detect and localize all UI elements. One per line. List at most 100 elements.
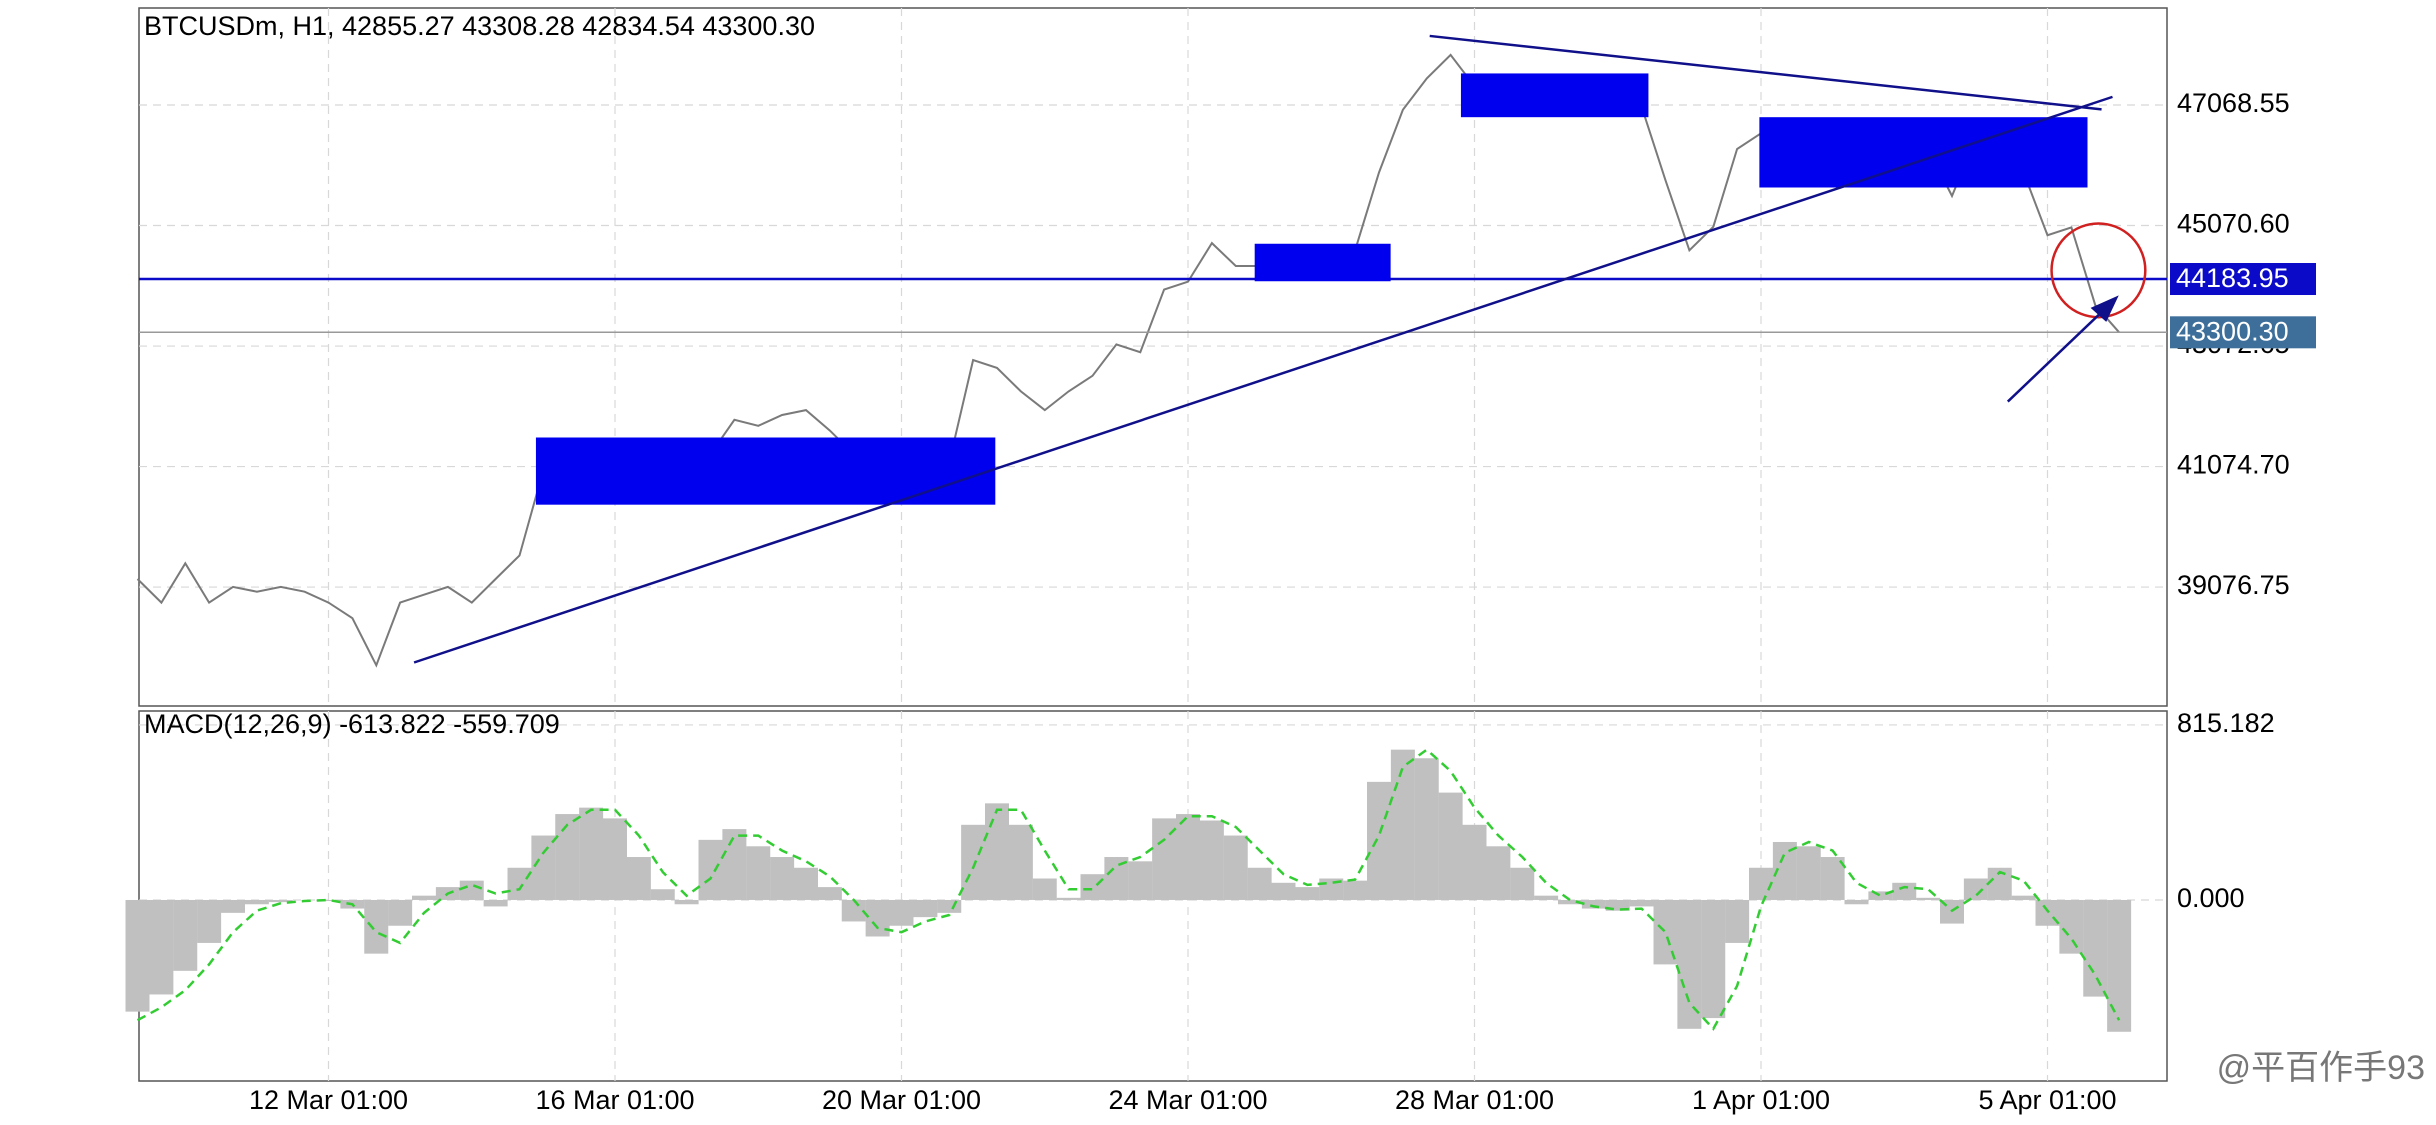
macd-bar xyxy=(1963,878,1988,900)
macd-bar xyxy=(746,846,771,900)
macd-bar xyxy=(1176,814,1200,900)
grid: 39076.7541074.7043072.6545070.6047068.55… xyxy=(139,8,2290,1081)
macd-bar xyxy=(817,887,842,900)
macd-bar xyxy=(1581,899,1606,909)
marks xyxy=(125,53,2167,1032)
macd-bar xyxy=(1271,882,1296,900)
macd-bar xyxy=(1820,857,1845,900)
x-tick-label: 20 Mar 01:00 xyxy=(822,1085,981,1115)
macd-bar xyxy=(770,857,795,900)
macd-bar xyxy=(1367,781,1391,900)
macd-bar xyxy=(388,899,413,926)
macd-bar xyxy=(2107,899,2132,1032)
macd-bar xyxy=(1008,824,1033,900)
x-tick-label: 16 Mar 01:00 xyxy=(535,1085,694,1115)
macd-bar xyxy=(1295,887,1320,900)
y-tick-label: 39076.75 xyxy=(2177,570,2290,600)
macd-bar xyxy=(1558,899,1582,905)
macd-bar xyxy=(1534,895,1559,900)
macd-bar xyxy=(1844,899,1869,905)
macd-panel xyxy=(138,710,2168,1082)
macd-bar xyxy=(1749,867,1773,900)
macd-bar xyxy=(794,867,818,900)
x-tick-label: 12 Mar 01:00 xyxy=(249,1085,408,1115)
macd-bar xyxy=(1056,897,1081,900)
macd-bar xyxy=(268,899,293,903)
x-tick-label: 1 Apr 01:00 xyxy=(1692,1085,1830,1115)
macd-bar xyxy=(579,807,604,900)
macd-bar xyxy=(865,899,890,937)
macd-bar xyxy=(555,814,580,900)
macd-bar xyxy=(937,899,962,913)
macd-bar xyxy=(2011,895,2036,900)
zone-box xyxy=(1460,73,1649,118)
macd-bar xyxy=(1677,899,1702,1029)
macd-bar xyxy=(2059,899,2084,954)
price-level-label: 43300.30 xyxy=(2176,316,2289,346)
macd-bar xyxy=(1462,824,1487,900)
macd-bar xyxy=(1725,899,1750,943)
macd-bar xyxy=(1104,857,1129,900)
macd-bar xyxy=(1128,861,1153,900)
macd-bar xyxy=(531,835,556,900)
arrow-head xyxy=(2090,295,2119,322)
y-tick-label: 815.182 xyxy=(2177,708,2275,738)
macd-bar xyxy=(1892,882,1917,900)
y-tick-label: 47068.55 xyxy=(2177,88,2290,118)
macd-bar xyxy=(722,829,747,900)
macd-bar xyxy=(316,899,341,902)
signal-line xyxy=(136,748,2121,1031)
x-tick-label: 5 Apr 01:00 xyxy=(1978,1085,2116,1115)
macd-title: MACD(12,26,9) -613.822 -559.709 xyxy=(144,709,560,739)
macd-bar xyxy=(459,880,484,900)
macd-bar xyxy=(603,818,627,900)
macd-bar xyxy=(841,899,866,922)
macd-bar xyxy=(961,824,986,900)
price-title: BTCUSDm, H1, 42855.27 43308.28 42834.54 … xyxy=(144,11,815,41)
macd-bar xyxy=(125,899,150,1012)
price-level-box xyxy=(2170,263,2316,296)
macd-bar xyxy=(1701,899,1726,1019)
x-tick-label: 24 Mar 01:00 xyxy=(1108,1085,1267,1115)
trend-line xyxy=(1429,34,2102,111)
macd-bar xyxy=(1199,820,1224,900)
macd-bar xyxy=(412,895,436,900)
macd-bar xyxy=(1223,835,1248,900)
macd-bar xyxy=(483,899,508,907)
price-level-box xyxy=(2170,316,2316,349)
macd-bar xyxy=(1868,891,1893,900)
macd-bar xyxy=(698,839,723,900)
macd-bar xyxy=(674,899,699,905)
macd-bar xyxy=(1438,792,1463,900)
price-level-label: 44183.95 xyxy=(2176,263,2289,293)
macd-bar xyxy=(1916,897,1941,900)
macd-bar xyxy=(889,899,914,926)
arrow xyxy=(2006,303,2111,403)
macd-bar xyxy=(1080,874,1105,900)
macd-bar xyxy=(221,899,245,913)
macd-bar xyxy=(1629,899,1654,907)
macd-bar xyxy=(985,803,1009,900)
y-tick-label: 0.000 xyxy=(2177,883,2245,913)
price-panel xyxy=(138,7,2168,707)
macd-bar xyxy=(1486,846,1511,900)
annotations xyxy=(413,34,2147,664)
macd-bar xyxy=(1605,899,1630,911)
y-tick-label: 45070.60 xyxy=(2177,209,2290,239)
macd-bar xyxy=(1032,878,1057,900)
zone-box xyxy=(1759,117,2088,188)
x-tick-label: 28 Mar 01:00 xyxy=(1395,1085,1554,1115)
macd-bar xyxy=(913,899,938,918)
macd-bar xyxy=(364,899,389,954)
y-tick-label: 41074.70 xyxy=(2177,450,2290,480)
zone-box xyxy=(535,437,996,505)
macd-bar xyxy=(2083,899,2108,997)
macd-bar xyxy=(1390,749,1415,900)
macd-bar xyxy=(626,857,651,900)
labels: 44183.95 43300.30 12 Mar 01:00 16 Mar 01:00… xyxy=(249,263,2316,1115)
watermark: @平百作手93 xyxy=(2217,1049,2425,1087)
macd-bar xyxy=(1796,846,1821,900)
macd-bar xyxy=(244,899,269,905)
